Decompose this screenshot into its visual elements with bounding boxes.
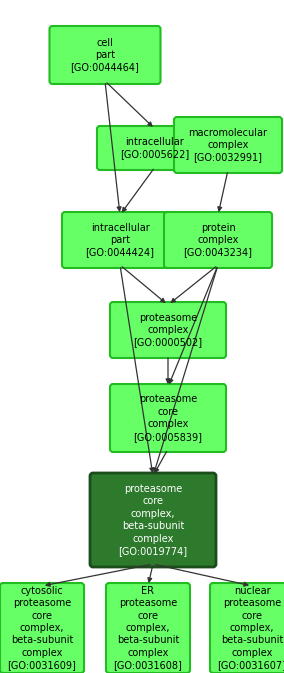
FancyBboxPatch shape: [90, 473, 216, 567]
Text: intracellular
[GO:0005622]: intracellular [GO:0005622]: [120, 137, 190, 160]
FancyBboxPatch shape: [49, 26, 160, 84]
FancyBboxPatch shape: [110, 384, 226, 452]
FancyBboxPatch shape: [97, 126, 213, 170]
FancyBboxPatch shape: [106, 583, 190, 673]
FancyBboxPatch shape: [164, 212, 272, 268]
FancyBboxPatch shape: [62, 212, 178, 268]
FancyBboxPatch shape: [174, 117, 282, 173]
FancyBboxPatch shape: [210, 583, 284, 673]
Text: cell
part
[GO:0044464]: cell part [GO:0044464]: [70, 38, 139, 73]
Text: protein
complex
[GO:0043234]: protein complex [GO:0043234]: [183, 223, 252, 257]
FancyBboxPatch shape: [0, 583, 84, 673]
FancyBboxPatch shape: [110, 302, 226, 358]
Text: proteasome
core
complex
[GO:0005839]: proteasome core complex [GO:0005839]: [133, 394, 202, 441]
Text: macromolecular
complex
[GO:0032991]: macromolecular complex [GO:0032991]: [189, 128, 268, 162]
Text: proteasome
core
complex,
beta-subunit
complex
[GO:0019774]: proteasome core complex, beta-subunit co…: [118, 484, 187, 556]
Text: proteasome
complex
[GO:0000502]: proteasome complex [GO:0000502]: [133, 312, 202, 347]
Text: cytosolic
proteasome
core
complex,
beta-subunit
complex
[GO:0031609]: cytosolic proteasome core complex, beta-…: [8, 586, 76, 670]
Text: ER
proteasome
core
complex,
beta-subunit
complex
[GO:0031608]: ER proteasome core complex, beta-subunit…: [114, 586, 182, 670]
Text: nuclear
proteasome
core
complex,
beta-subunit
complex
[GO:0031607]: nuclear proteasome core complex, beta-su…: [218, 586, 284, 670]
Text: intracellular
part
[GO:0044424]: intracellular part [GO:0044424]: [85, 223, 154, 257]
